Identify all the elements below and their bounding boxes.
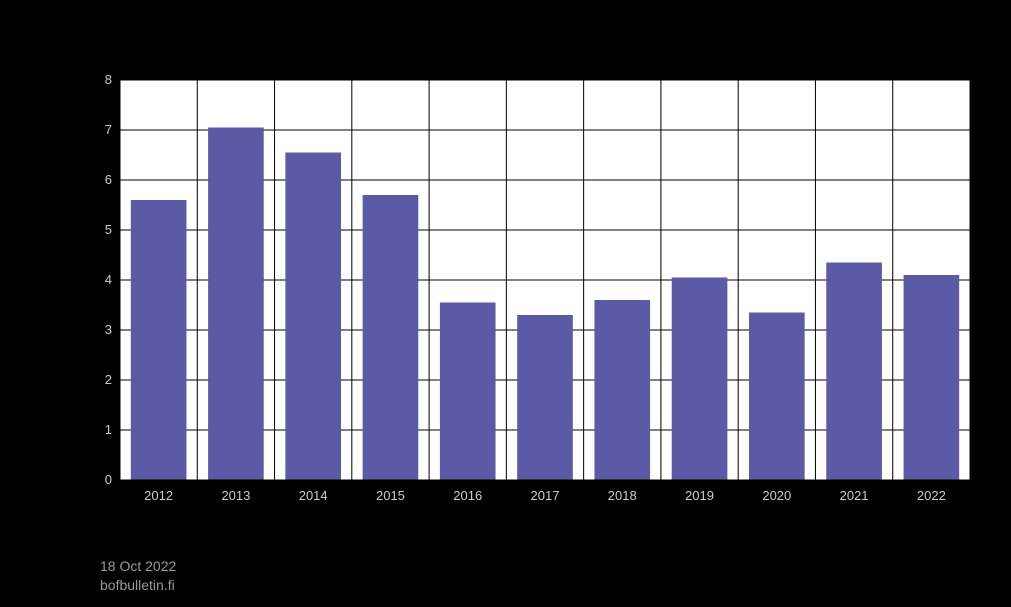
y-tick-label: 7 (62, 122, 112, 137)
y-tick-label: 8 (62, 72, 112, 87)
x-tick-label: 2018 (608, 488, 637, 503)
y-tick-label: 6 (62, 172, 112, 187)
y-tick-label: 5 (62, 222, 112, 237)
chart-footer: 18 Oct 2022 bofbulletin.fi (100, 557, 176, 595)
y-tick-label: 4 (62, 272, 112, 287)
x-tick-label: 2020 (762, 488, 791, 503)
footer-site: bofbulletin.fi (100, 576, 176, 595)
x-tick-label: 2012 (144, 488, 173, 503)
y-tick-label: 0 (62, 472, 112, 487)
y-tick-label: 1 (62, 422, 112, 437)
x-tick-label: 2017 (531, 488, 560, 503)
y-tick-label: 3 (62, 322, 112, 337)
x-tick-label: 2019 (685, 488, 714, 503)
x-tick-label: 2013 (221, 488, 250, 503)
x-tick-label: 2021 (840, 488, 869, 503)
y-tick-label: 2 (62, 372, 112, 387)
x-tick-label: 2014 (299, 488, 328, 503)
bar-chart (80, 30, 980, 510)
chart-container: 012345678 201220132014201520162017201820… (80, 30, 980, 570)
x-tick-label: 2016 (453, 488, 482, 503)
x-tick-label: 2022 (917, 488, 946, 503)
x-tick-label: 2015 (376, 488, 405, 503)
footer-date: 18 Oct 2022 (100, 557, 176, 576)
